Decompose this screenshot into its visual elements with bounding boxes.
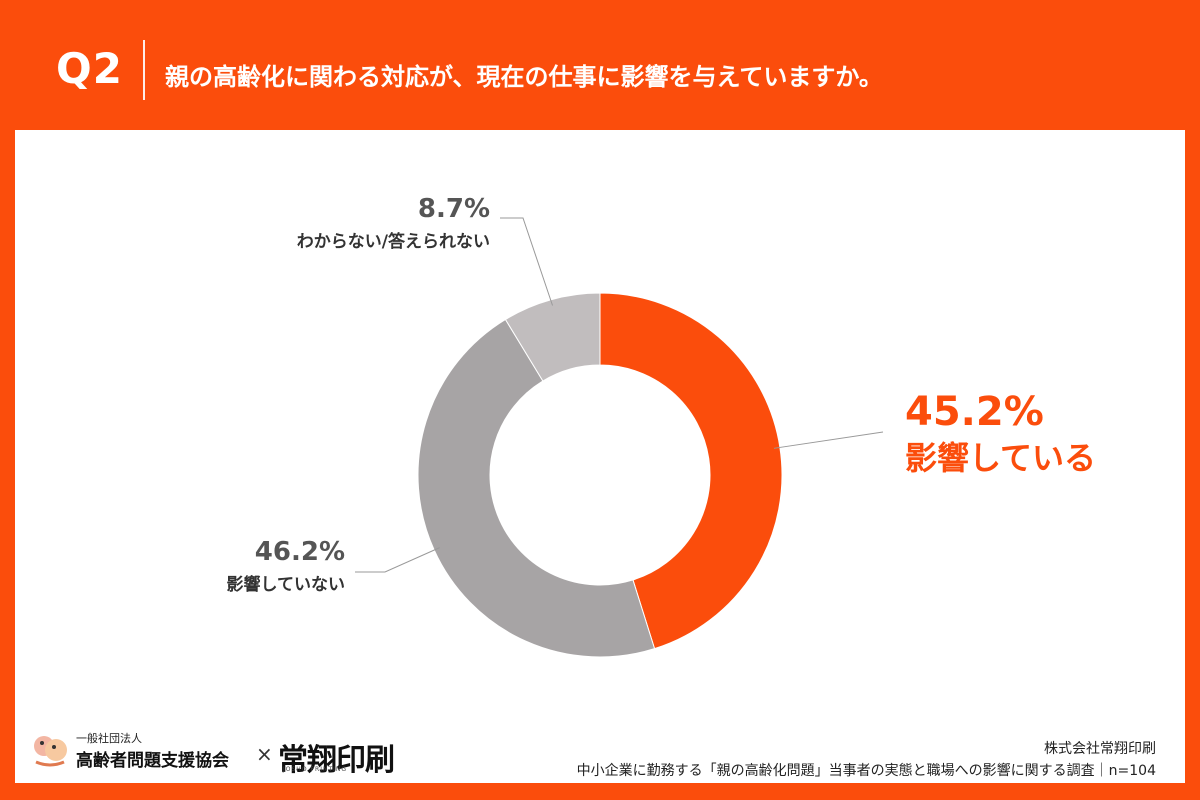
org-prefix: 一般社団法人 <box>76 732 142 745</box>
leader-line <box>500 217 554 306</box>
question-id: Q2 <box>56 44 123 93</box>
slice-percent-label: 46.2% <box>255 537 345 567</box>
donut-slice <box>504 292 601 382</box>
leader-line <box>355 547 440 573</box>
slice-category-label: わからない/答えられない <box>297 231 490 252</box>
slice-percent-label: 8.7% <box>418 194 490 224</box>
donut-slice <box>599 292 783 650</box>
slice-category-label: 影響している <box>905 439 1096 477</box>
question-text: 親の高齢化に関わる対応が、現在の仕事に影響を与えていますか。 <box>165 63 883 91</box>
leader-line <box>773 431 884 449</box>
slice-category-label: 影響していない <box>227 574 346 595</box>
header-bar: Q2 親の高齢化に関わる対応が、現在の仕事に影響を与えていますか。 <box>0 0 1200 130</box>
cross-symbol: × <box>256 742 273 766</box>
org-name: 高齢者問題支援協会 <box>76 751 229 771</box>
org-logo-icon <box>30 728 70 768</box>
slice-percent-label: 45.2% <box>905 389 1044 435</box>
brand-logo: 常翔印刷 <box>278 743 395 778</box>
company-name: 株式会社常翔印刷 <box>1044 741 1156 757</box>
header-divider <box>143 40 145 100</box>
donut-slice <box>417 318 656 658</box>
chart-panel <box>15 130 1185 783</box>
brand-subtitle: JOSHO PRINTING <box>283 766 348 773</box>
survey-note: 中小企業に勤務する「親の高齢化問題」当事者の実態と職場への影響に関する調査｜n=… <box>576 763 1156 779</box>
